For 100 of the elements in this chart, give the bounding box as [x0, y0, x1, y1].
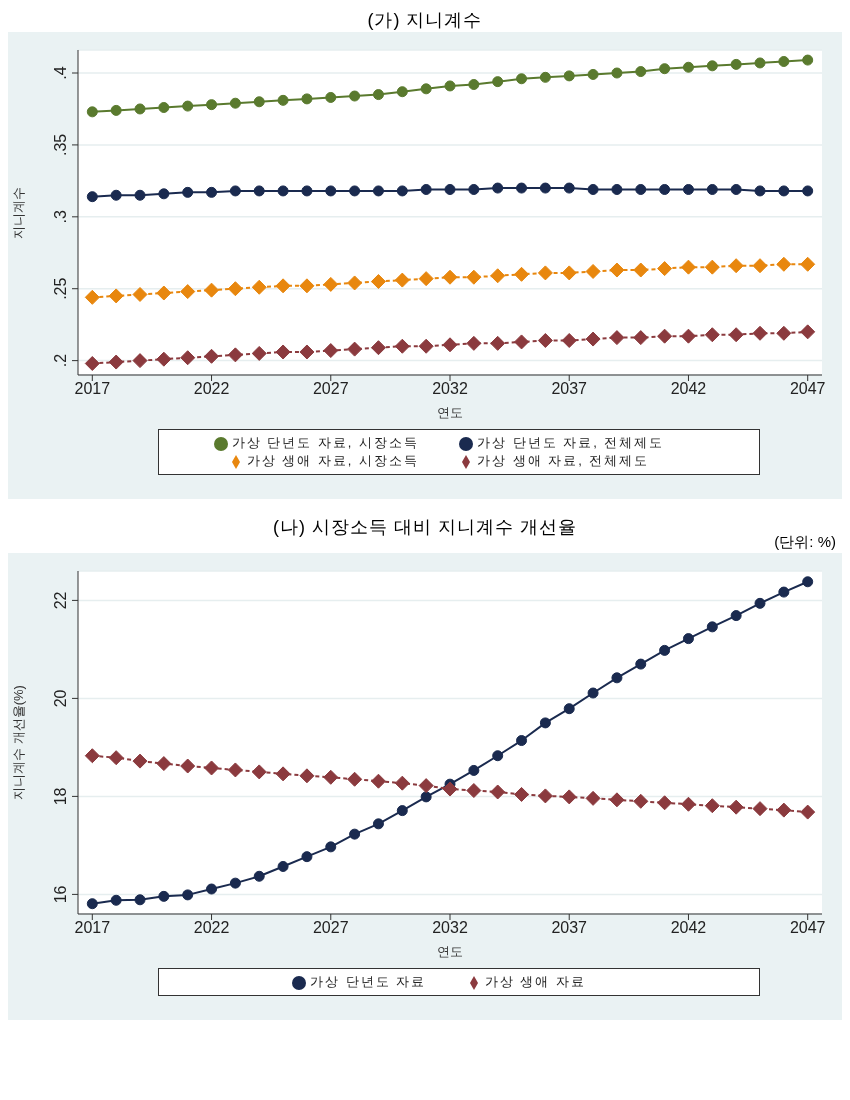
point	[204, 348, 220, 364]
point	[706, 60, 718, 72]
y-tick-label: 20	[52, 689, 69, 708]
point	[537, 265, 553, 281]
point	[778, 586, 790, 598]
point	[442, 337, 458, 353]
y-tick-label: .4	[52, 66, 69, 80]
point	[325, 185, 337, 197]
point	[802, 54, 814, 66]
point	[778, 185, 790, 197]
chart-title: (나) 시장소득 대비 지니계수 개선율	[273, 517, 577, 537]
y-tick-label: .2	[52, 353, 69, 368]
point	[251, 764, 267, 780]
point	[563, 182, 575, 194]
point	[728, 799, 744, 815]
point	[587, 687, 599, 699]
point	[110, 104, 122, 116]
point	[706, 183, 718, 195]
point	[132, 753, 148, 769]
point	[657, 795, 673, 811]
point	[516, 73, 528, 85]
x-axis-title: 연도	[437, 405, 463, 420]
point	[776, 256, 792, 272]
point	[609, 792, 625, 808]
legend-label: 가상 생애 자료, 시장소득	[246, 453, 419, 468]
point	[396, 86, 408, 98]
point	[394, 775, 410, 791]
x-tick-label: 2017	[74, 380, 111, 398]
point	[611, 183, 623, 195]
point	[277, 860, 289, 872]
legend-label: 가상 단년도 자료, 전체제도	[477, 435, 665, 450]
point	[301, 851, 313, 863]
y-tick-label: .35	[52, 133, 69, 157]
point	[86, 106, 98, 118]
point	[108, 750, 124, 766]
point	[611, 67, 623, 79]
point	[468, 764, 480, 776]
point	[325, 91, 337, 103]
point	[110, 894, 122, 906]
point	[108, 288, 124, 304]
point	[659, 63, 671, 75]
point	[585, 263, 601, 279]
point	[800, 256, 816, 272]
point	[635, 66, 647, 78]
point	[323, 343, 339, 359]
point	[158, 102, 170, 114]
point	[227, 281, 243, 297]
point	[180, 758, 196, 774]
x-tick-label: 2022	[193, 919, 230, 937]
point	[204, 760, 220, 776]
point	[730, 58, 742, 70]
point	[442, 269, 458, 285]
point	[253, 870, 265, 882]
point	[84, 356, 100, 371]
point	[156, 756, 172, 772]
point	[492, 182, 504, 194]
point	[229, 97, 241, 109]
point	[633, 330, 649, 346]
x-axis-title: 연도	[437, 944, 463, 959]
point	[301, 93, 313, 105]
x-tick-label: 2047	[789, 919, 826, 937]
point	[418, 778, 434, 794]
point	[585, 331, 601, 347]
point	[134, 103, 146, 115]
point	[754, 597, 766, 609]
point	[490, 784, 506, 800]
y-tick-label: 16	[52, 885, 69, 904]
point	[420, 83, 432, 95]
point	[492, 750, 504, 762]
point	[275, 344, 291, 360]
x-tick-label: 2037	[551, 919, 588, 937]
point	[182, 186, 194, 198]
point	[466, 269, 482, 285]
point	[704, 798, 720, 814]
point	[561, 789, 577, 805]
point	[539, 717, 551, 729]
point	[442, 781, 458, 797]
x-tick-label: 2042	[670, 919, 707, 937]
point	[539, 182, 551, 194]
point	[680, 796, 696, 812]
x-tick-label: 2032	[432, 919, 468, 937]
point	[609, 262, 625, 278]
legend-label: 가상 생애 자료	[484, 974, 586, 989]
point	[110, 189, 122, 201]
point	[468, 79, 480, 91]
point	[682, 183, 694, 195]
point	[372, 89, 384, 101]
point	[704, 327, 720, 343]
point	[778, 56, 790, 67]
point	[299, 768, 315, 784]
point	[347, 341, 363, 357]
point	[444, 183, 456, 195]
point	[561, 332, 577, 348]
point	[563, 703, 575, 715]
point	[657, 261, 673, 277]
point	[776, 802, 792, 818]
point	[394, 338, 410, 354]
point	[659, 183, 671, 195]
point	[514, 786, 530, 802]
point	[394, 272, 410, 288]
